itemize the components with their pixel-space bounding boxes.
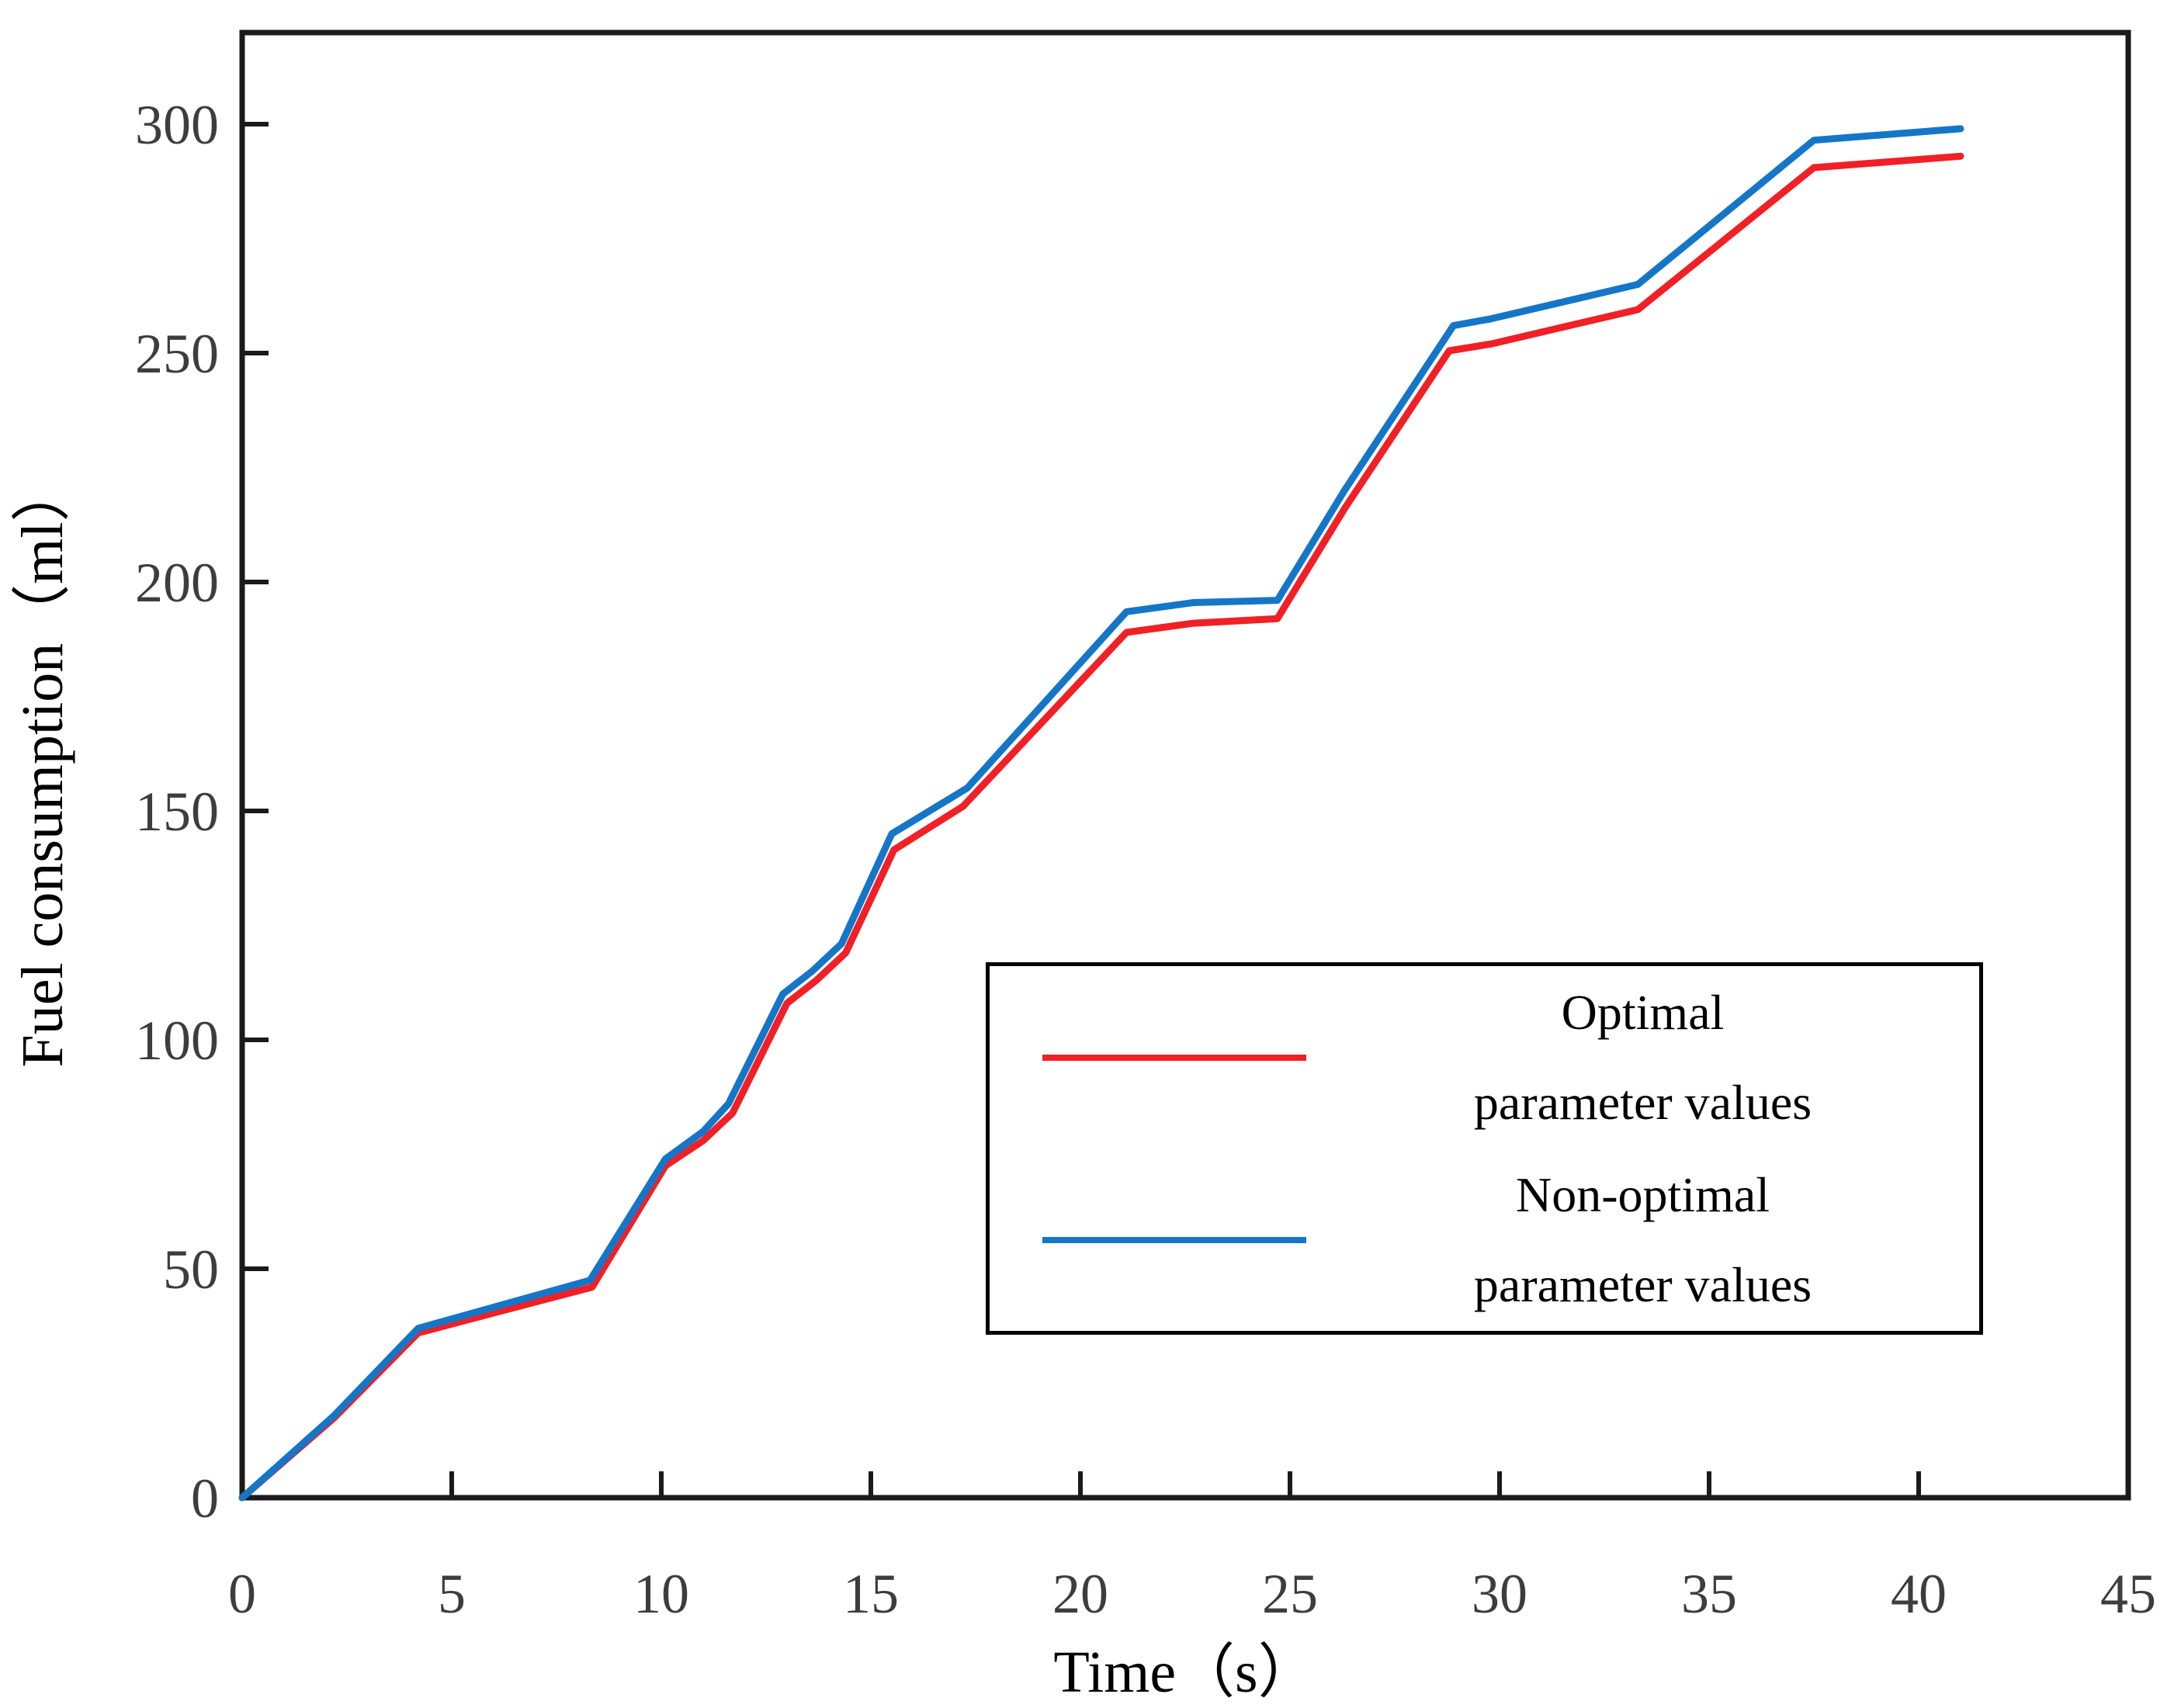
legend-label-optimal-line1: Optimal [1561,985,1725,1041]
x-tick-label: 20 [1052,1563,1108,1625]
x-tick-label: 0 [228,1563,256,1625]
x-tick-label: 30 [1472,1563,1527,1625]
legend-entry-optimal: Optimal parameter values [990,966,1979,1148]
y-tick-label: 150 [135,781,219,843]
series-line-non-optimal [238,125,1964,1502]
legend-label-optimal-line2: parameter values [1473,1074,1812,1130]
y-tick-label: 100 [135,1010,219,1072]
y-tick-label: 0 [191,1467,219,1530]
axes-box [239,29,2131,1501]
x-axis-title: Time（s） [1053,1640,1316,1705]
legend-entry-non-optimal: Non-optimal parameter values [990,1148,1979,1331]
x-tick-label: 40 [1891,1563,1947,1625]
y-tick-label: 250 [135,323,219,385]
x-tick-label: 35 [1681,1563,1737,1625]
x-tick-label: 15 [843,1563,899,1625]
legend: Optimal parameter values Non-optimal par… [986,962,1983,1335]
series-line-optimal [238,152,1964,1502]
x-tick-label: 10 [633,1563,689,1625]
legend-label-non-optimal-line2: parameter values [1473,1256,1812,1312]
red-line-sample-icon [1042,1054,1306,1061]
y-tick-label: 300 [135,94,219,156]
legend-label-non-optimal: Non-optimal parameter values [1306,1150,1979,1329]
legend-label-optimal: Optimal parameter values [1306,968,1979,1146]
blue-line-sample-icon [1042,1236,1306,1243]
x-tick-label: 5 [438,1563,466,1625]
legend-label-non-optimal-line1: Non-optimal [1515,1167,1770,1223]
y-tick-label: 50 [163,1239,219,1301]
y-axis-title: Fuel consumption（ml） [10,463,75,1068]
y-tick-label: 200 [135,552,219,614]
x-tick-label: 25 [1262,1563,1318,1625]
x-tick-label: 45 [2100,1563,2156,1625]
